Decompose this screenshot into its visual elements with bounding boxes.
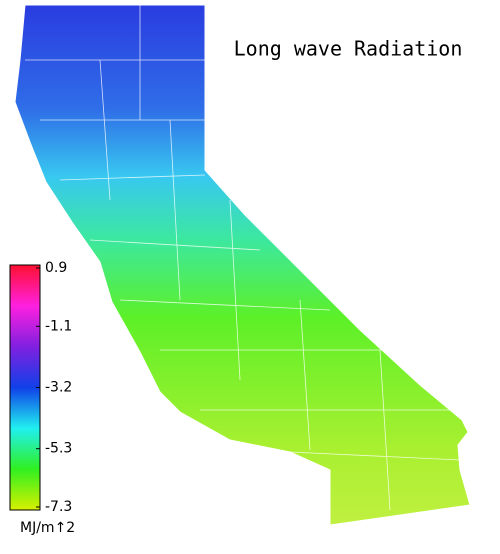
- map-title: Long wave Radiation: [234, 37, 463, 61]
- colorbar-tick-label: -5.3: [45, 441, 72, 457]
- colorbar-unit: MJ/m↑2: [20, 520, 75, 536]
- california-map: [14, 4, 471, 526]
- colorbar-tick-label: 0.9: [45, 260, 67, 276]
- county-lines: [25, 5, 461, 511]
- colorbar-tick-label: -3.2: [45, 380, 72, 396]
- colorbar: [9, 264, 41, 511]
- colorbar-tick-label: -7.3: [45, 499, 72, 515]
- colorbar-tick-label: -1.1: [45, 318, 72, 334]
